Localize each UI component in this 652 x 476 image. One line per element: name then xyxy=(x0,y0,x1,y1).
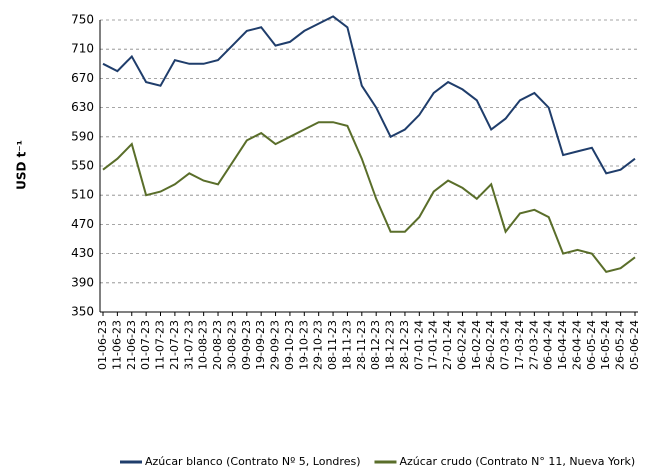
series-line xyxy=(102,121,636,274)
x-tick-label: 09-10-23 xyxy=(283,320,296,370)
x-tick-label: 06-02-24 xyxy=(455,320,468,370)
x-tick-label: 17-01-24 xyxy=(427,320,440,370)
legend-label: Azúcar crudo (Contrato N° 11, Nueva York… xyxy=(399,455,635,468)
x-tick-label: 01-06-23 xyxy=(96,320,109,370)
x-tick-label: 16-04-24 xyxy=(556,320,569,370)
y-tick-label: 510 xyxy=(71,188,94,202)
x-tick-label: 16-02-24 xyxy=(470,320,483,370)
x-tick-label: 29-10-23 xyxy=(312,320,325,370)
x-tick-label: 10-08-23 xyxy=(197,320,210,370)
y-tick-label: 590 xyxy=(71,129,94,143)
y-tick-label: 350 xyxy=(71,305,94,319)
x-tick-label: 27-01-24 xyxy=(441,320,454,370)
x-tick-label: 18-11-23 xyxy=(340,320,353,370)
x-tick-label: 05-06-24 xyxy=(628,320,641,370)
x-tick-label: 16-05-24 xyxy=(599,320,612,370)
x-tick-label: 08-12-23 xyxy=(369,320,382,370)
series-line xyxy=(102,15,636,175)
x-tick-label: 01-07-23 xyxy=(139,320,152,370)
x-tick-label: 29-09-23 xyxy=(269,320,282,370)
x-tick-label: 20-08-23 xyxy=(211,320,224,370)
x-tick-label: 26-02-24 xyxy=(484,320,497,370)
y-axis-label: USD t⁻¹ xyxy=(15,140,29,190)
x-tick-label: 18-12-23 xyxy=(384,320,397,370)
x-tick-label: 06-04-24 xyxy=(542,320,555,370)
y-tick-label: 670 xyxy=(71,71,94,85)
y-tick-label: 710 xyxy=(71,42,94,56)
x-tick-label: 11-07-23 xyxy=(154,320,167,370)
x-tick-label: 11-06-23 xyxy=(110,320,123,370)
y-tick-label: 630 xyxy=(71,100,94,114)
x-tick-label: 19-10-23 xyxy=(297,320,310,370)
y-tick-label: 750 xyxy=(71,13,94,27)
x-tick-label: 08-11-23 xyxy=(326,320,339,370)
y-tick-label: 430 xyxy=(71,246,94,260)
x-tick-label: 06-05-24 xyxy=(585,320,598,370)
x-tick-label: 07-01-24 xyxy=(412,320,425,370)
x-tick-label: 28-12-23 xyxy=(398,320,411,370)
x-tick-label: 26-05-24 xyxy=(614,320,627,370)
x-tick-label: 09-09-23 xyxy=(240,320,253,370)
x-tick-label: 28-11-23 xyxy=(355,320,368,370)
x-tick-label: 21-07-23 xyxy=(168,320,181,370)
x-tick-label: 17-03-24 xyxy=(513,320,526,370)
x-tick-label: 26-04-24 xyxy=(570,320,583,370)
x-tick-label: 19-09-23 xyxy=(254,320,267,370)
x-tick-label: 27-03-24 xyxy=(527,320,540,370)
legend-label: Azúcar blanco (Contrato Nº 5, Londres) xyxy=(145,455,360,468)
y-tick-label: 550 xyxy=(71,159,94,173)
y-tick-label: 470 xyxy=(71,217,94,231)
y-tick-label: 390 xyxy=(71,275,94,289)
x-tick-label: 07-03-24 xyxy=(499,320,512,370)
x-tick-label: 21-06-23 xyxy=(125,320,138,370)
x-tick-label: 31-07-23 xyxy=(182,320,195,370)
x-tick-label: 30-08-23 xyxy=(225,320,238,370)
